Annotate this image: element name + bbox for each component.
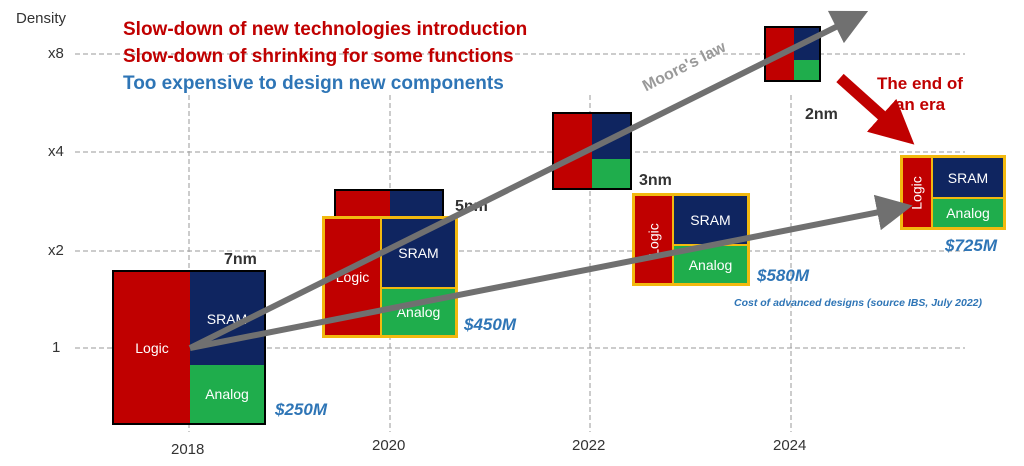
analog-block-2nm: Analog — [931, 197, 1003, 227]
cost-5nm: $450M — [464, 315, 516, 334]
cost-2nm: $725M — [945, 236, 997, 255]
cost-7nm: $250M — [275, 400, 327, 419]
analog-block-3nm-shrunk — [592, 159, 630, 188]
x-tick-2024: 2024 — [773, 437, 807, 454]
x-tick-2022: 2022 — [572, 437, 606, 454]
logic-label: Logic — [135, 339, 169, 356]
y-tick-x4: x4 — [48, 143, 64, 160]
sram-label: SRAM — [947, 169, 989, 186]
logic-block-7nm: Logic — [114, 272, 190, 423]
chip-7nm: Logic SRAM Analog — [112, 270, 266, 425]
source-note: Cost of advanced designs (source IBS, Ju… — [734, 297, 982, 309]
cost-3nm: $580M — [757, 266, 809, 285]
headline-1: Slow-down of new technologies introducti… — [123, 19, 528, 40]
x-tick-2018: 2018 — [171, 441, 205, 458]
analog-block-2nm-shrunk — [794, 60, 819, 80]
analog-block-7nm: Analog — [190, 365, 264, 423]
sram-label: SRAM — [398, 245, 439, 261]
analog-label: Analog — [205, 386, 249, 402]
node-label-3nm: 3nm — [639, 172, 672, 189]
sram-label: SRAM — [690, 212, 731, 228]
sram-block-5nm-shrunk — [390, 191, 442, 219]
headline-3: Too expensive to design new components — [123, 73, 504, 94]
analog-label: Analog — [946, 205, 990, 221]
end-of-era-arrow — [836, 73, 915, 145]
cost-trend-arrow — [189, 194, 913, 351]
node-label-7nm: 7nm — [224, 251, 257, 268]
moores-law-arrow — [188, 10, 869, 351]
analog-label: Analog — [688, 256, 733, 273]
y-axis-title: Density — [16, 10, 67, 27]
headline-2: Slow-down of shrinking for some function… — [123, 46, 514, 67]
x-tick-2020: 2020 — [372, 437, 406, 454]
end-of-era-label: The end of an era — [860, 73, 980, 115]
end-of-era-line1: The end of — [877, 74, 963, 93]
sram-block-2nm: SRAM — [931, 158, 1003, 197]
sram-block-5nm: SRAM — [380, 219, 455, 287]
node-label-2nm: 2nm — [805, 106, 838, 123]
sram-block-3nm: SRAM — [672, 196, 747, 244]
y-tick-1: 1 — [52, 339, 61, 356]
y-tick-x2: x2 — [48, 242, 64, 259]
y-tick-x8: x8 — [48, 45, 64, 62]
logic-block-5nm-shrunk — [336, 191, 390, 219]
logic-block-3nm: Logic — [635, 196, 672, 283]
chip-2nm-cost: Logic SRAM Analog — [900, 155, 1006, 230]
end-of-era-line2: an era — [894, 95, 946, 114]
